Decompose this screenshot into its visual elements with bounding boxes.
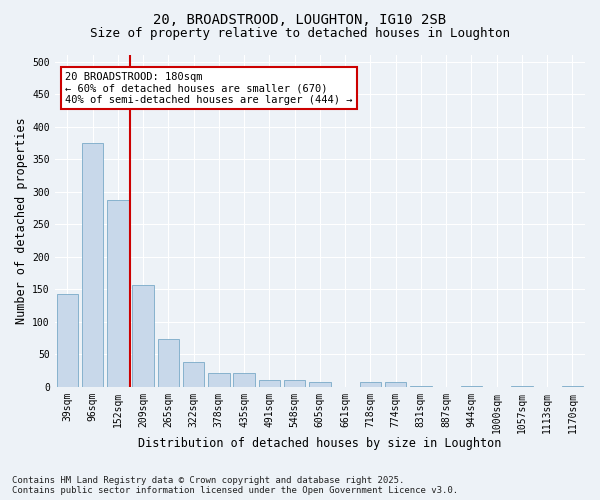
X-axis label: Distribution of detached houses by size in Loughton: Distribution of detached houses by size …	[138, 437, 502, 450]
Bar	[56, 294, 78, 387]
Bar	[461, 386, 482, 387]
Bar	[385, 382, 406, 387]
Bar	[107, 200, 128, 387]
Text: Contains HM Land Registry data © Crown copyright and database right 2025.
Contai: Contains HM Land Registry data © Crown c…	[12, 476, 458, 495]
Bar	[158, 340, 179, 387]
Bar	[359, 382, 381, 387]
Bar	[511, 386, 533, 387]
Bar	[133, 284, 154, 387]
Text: 20 BROADSTROOD: 180sqm
← 60% of detached houses are smaller (670)
40% of semi-de: 20 BROADSTROOD: 180sqm ← 60% of detached…	[65, 72, 353, 105]
Bar	[208, 372, 230, 387]
Bar	[259, 380, 280, 387]
Y-axis label: Number of detached properties: Number of detached properties	[15, 118, 28, 324]
Bar	[82, 143, 103, 387]
Text: Size of property relative to detached houses in Loughton: Size of property relative to detached ho…	[90, 28, 510, 40]
Bar	[233, 372, 255, 387]
Text: 20, BROADSTROOD, LOUGHTON, IG10 2SB: 20, BROADSTROOD, LOUGHTON, IG10 2SB	[154, 12, 446, 26]
Bar	[183, 362, 204, 387]
Bar	[410, 386, 431, 387]
Bar	[284, 380, 305, 387]
Bar	[562, 386, 583, 387]
Bar	[309, 382, 331, 387]
